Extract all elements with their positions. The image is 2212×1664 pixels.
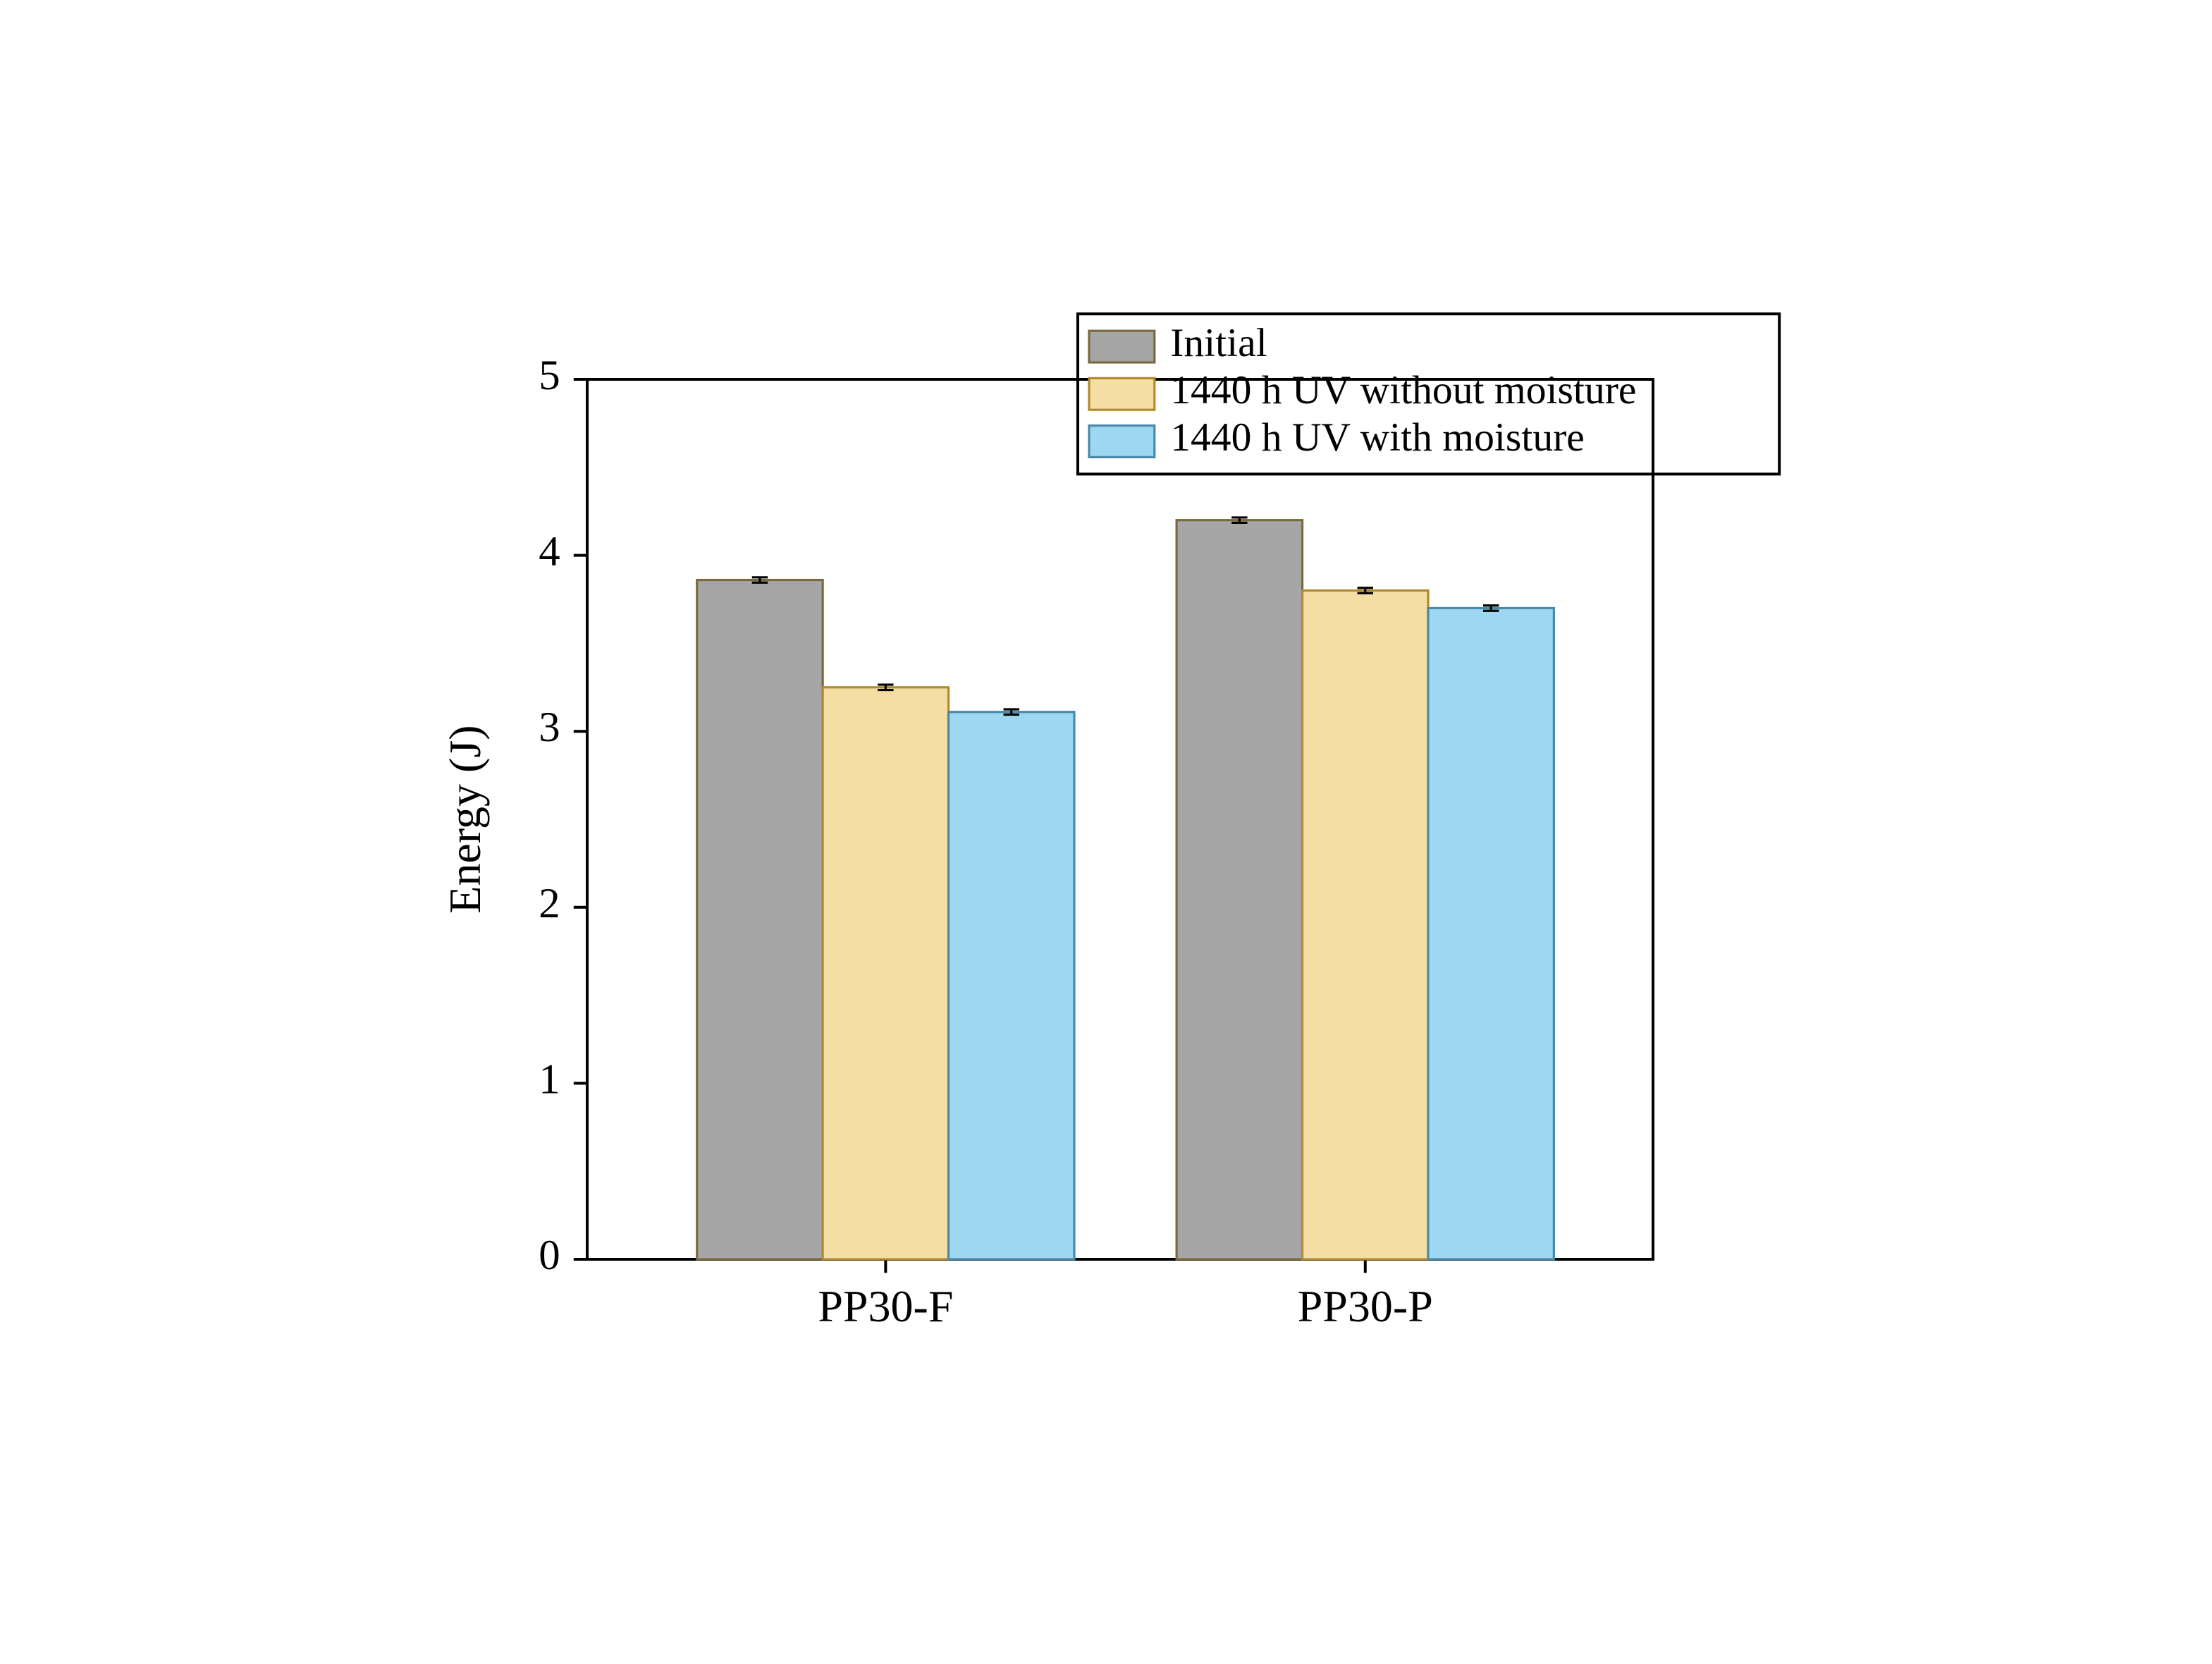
bar-uv_dry [823, 687, 948, 1259]
x-category-label: PP30-P [1298, 1281, 1433, 1331]
y-tick-label: 0 [539, 1231, 560, 1278]
bar-uv_wet [949, 711, 1074, 1259]
y-tick-label: 5 [539, 351, 560, 398]
y-tick-label: 1 [539, 1056, 560, 1103]
y-tick-label: 3 [539, 704, 560, 751]
x-category-label: PP30-F [818, 1281, 953, 1331]
y-axis-label: Energy (J) [440, 725, 490, 913]
y-tick-label: 4 [539, 527, 560, 575]
legend-label: 1440 h UV without moisture [1170, 368, 1636, 412]
chart-svg: 012345Energy (J)PP30-FPP30-PInitial1440 … [401, 300, 1811, 1361]
legend-swatch [1089, 331, 1155, 362]
bar-initial [697, 580, 823, 1259]
bar-uv_dry [1303, 590, 1428, 1259]
bar-uv_wet [1428, 608, 1554, 1259]
bar-initial [1176, 520, 1302, 1259]
legend-swatch [1089, 378, 1155, 410]
legend-swatch [1089, 425, 1155, 457]
legend-label: 1440 h UV with moisture [1170, 415, 1585, 460]
energy-bar-chart: 012345Energy (J)PP30-FPP30-PInitial1440 … [401, 300, 1811, 1364]
legend-label: Initial [1170, 320, 1267, 365]
y-tick-label: 2 [539, 879, 560, 926]
